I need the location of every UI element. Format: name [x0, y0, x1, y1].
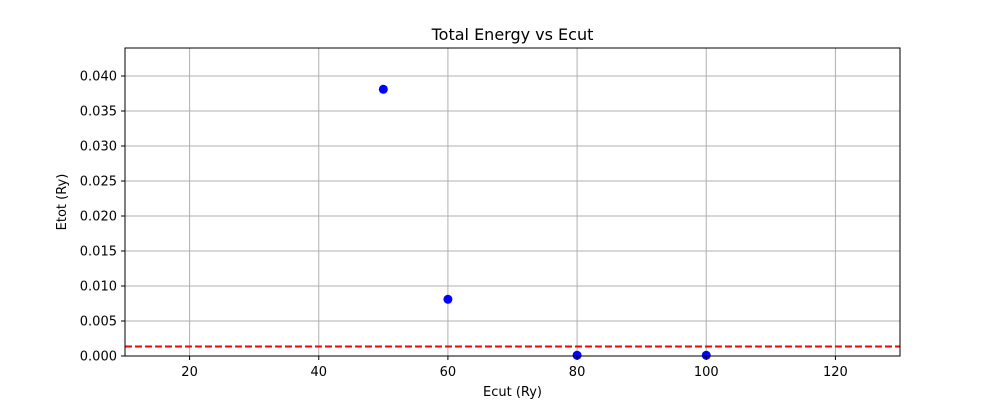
x-tick-label: 40	[310, 365, 327, 380]
data-point	[701, 350, 711, 360]
x-tick-label: 100	[694, 365, 719, 380]
x-tick-label: 120	[823, 365, 848, 380]
x-tick-label: 60	[440, 365, 457, 380]
y-tick-label: 0.020	[80, 210, 117, 225]
y-tick-label: 0.040	[80, 70, 117, 85]
y-tick-label: 0.015	[80, 245, 117, 260]
y-tick-label: 0.000	[80, 350, 117, 365]
data-point	[378, 84, 388, 94]
y-tick-label: 0.010	[80, 280, 117, 295]
x-axis-ticks: 20 40 60 80 100 120	[181, 356, 848, 380]
data-points	[378, 84, 711, 360]
chart-title: Total Energy vs Ecut	[431, 25, 594, 44]
grid-layer	[125, 48, 900, 357]
y-axis-label: Etot (Ry)	[55, 174, 70, 231]
plot-frame	[124, 47, 901, 357]
y-tick-label: 0.035	[80, 105, 117, 120]
x-tick-label: 80	[569, 365, 586, 380]
data-point	[572, 350, 582, 360]
y-axis-ticks: 0.000 0.005 0.010 0.015 0.020 0.025 0.030 0.035…	[80, 70, 125, 365]
y-tick-label: 0.005	[80, 315, 117, 330]
y-tick-label: 0.025	[80, 175, 117, 190]
x-tick-label: 20	[181, 365, 198, 380]
data-point	[443, 294, 453, 304]
x-axis-label: Ecut (Ry)	[483, 385, 542, 400]
y-tick-label: 0.030	[80, 140, 117, 155]
